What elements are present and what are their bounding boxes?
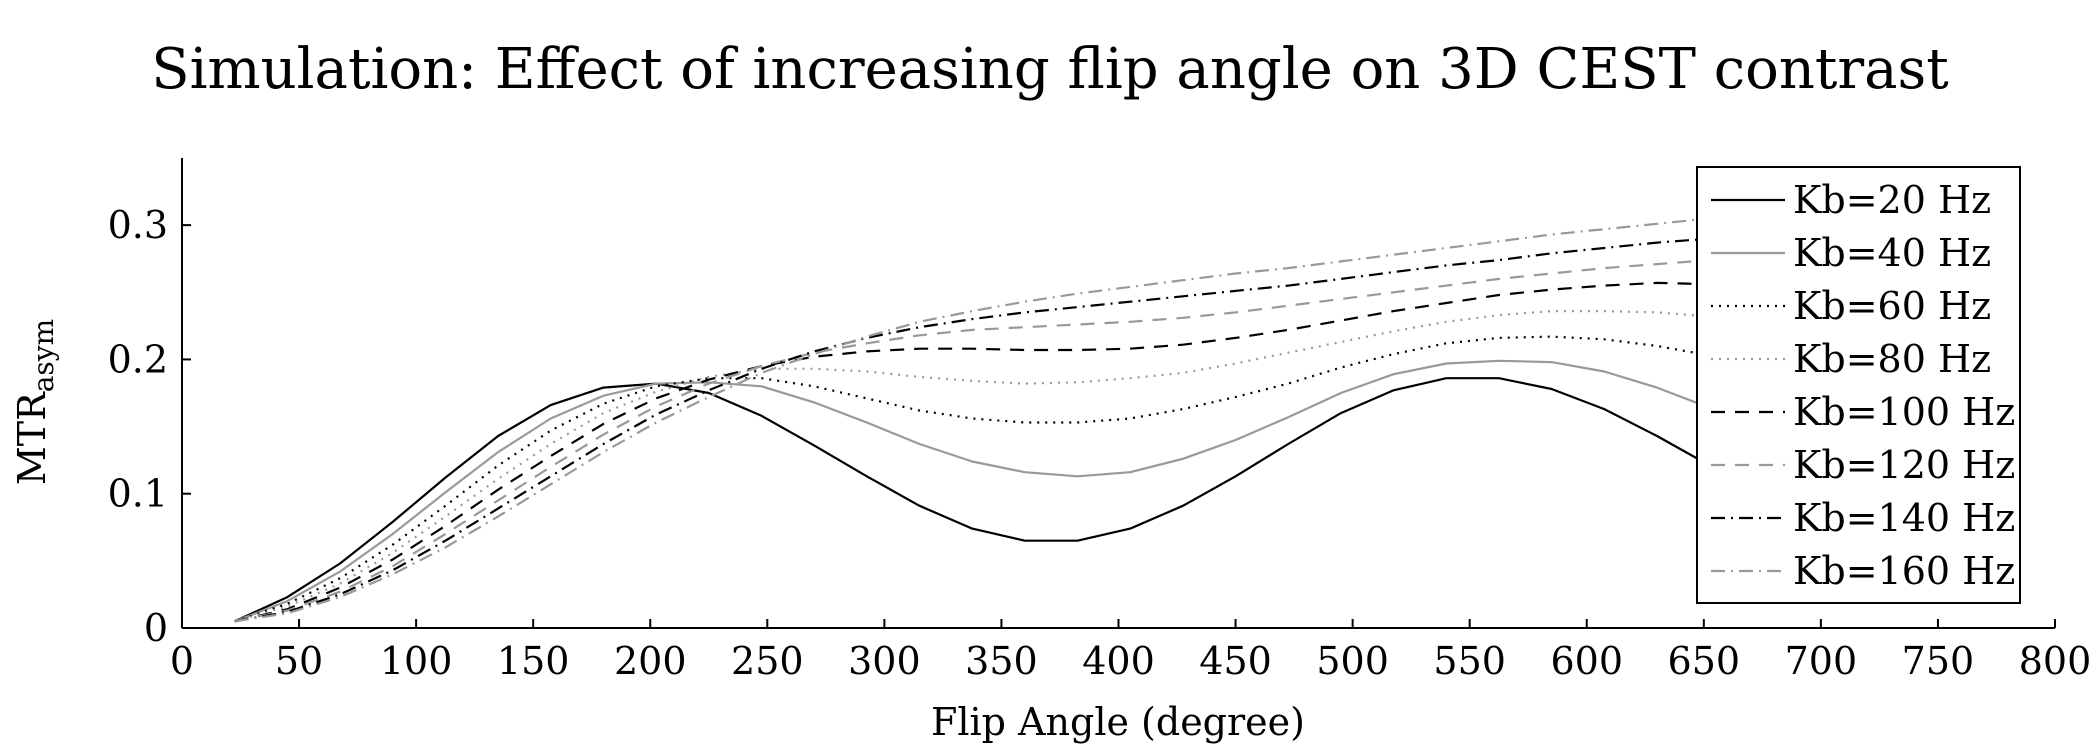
x-tick-label: 300	[848, 639, 921, 683]
legend-box	[1696, 166, 2021, 604]
x-tick-label: 750	[1902, 639, 1975, 683]
x-tick-label: 250	[731, 639, 804, 683]
legend-label-4: Kb=80 Hz	[1793, 337, 1991, 381]
x-tick-label: 800	[2019, 639, 2092, 683]
series-line-2	[234, 359, 1763, 623]
y-tick-label: 0.3	[108, 203, 168, 247]
y-axis-label-sub: asym	[27, 319, 60, 392]
x-axis-label: Flip Angle (degree)	[931, 700, 1305, 744]
x-tick-label: 550	[1433, 639, 1506, 683]
x-tick-label: 0	[170, 639, 194, 683]
x-tick-label: 150	[497, 639, 570, 683]
legend-label-5: Kb=100 Hz	[1793, 390, 2015, 434]
x-tick-label: 100	[380, 639, 453, 683]
y-tick-label: 0	[144, 606, 168, 650]
legend-label-3: Kb=60 Hz	[1793, 284, 1991, 328]
x-tick-label: 350	[965, 639, 1038, 683]
x-tick-label: 700	[1785, 639, 1858, 683]
legend-label-8: Kb=160 Hz	[1793, 549, 2015, 593]
svg-text:MTRasym: MTRasym	[10, 319, 60, 485]
y-tick-label: 0.2	[108, 337, 168, 381]
x-tick-label: 650	[1668, 639, 1741, 683]
x-tick-label: 400	[1082, 639, 1155, 683]
legend-label-2: Kb=40 Hz	[1793, 231, 1991, 275]
series-line-7	[234, 233, 1763, 623]
x-tick-label: 50	[275, 639, 323, 683]
legend: Kb=20 Hz Kb=40 Hz Kb=60 Hz Kb=80 Hz Kb=100 H…	[1696, 166, 2021, 604]
series-line-5	[234, 281, 1763, 623]
x-tick-label: 600	[1550, 639, 1623, 683]
legend-label-7: Kb=140 Hz	[1793, 496, 2015, 540]
series-line-3	[234, 335, 1763, 623]
legend-label-1: Kb=20 Hz	[1793, 178, 1991, 222]
legend-label-6: Kb=120 Hz	[1793, 443, 2015, 487]
series-line-6	[234, 256, 1763, 623]
chart-title: Simulation: Effect of increasing flip an…	[151, 37, 1949, 102]
x-tick-label: 200	[614, 639, 687, 683]
x-tick-label: 500	[1316, 639, 1389, 683]
y-axis-label-main: MTR	[10, 391, 54, 485]
x-tick-label: 450	[1199, 639, 1272, 683]
y-axis-label: MTRasym	[10, 319, 60, 485]
y-tick-label: 0.1	[108, 472, 168, 516]
series-line-8	[234, 212, 1763, 623]
series-line-1	[234, 377, 1763, 623]
